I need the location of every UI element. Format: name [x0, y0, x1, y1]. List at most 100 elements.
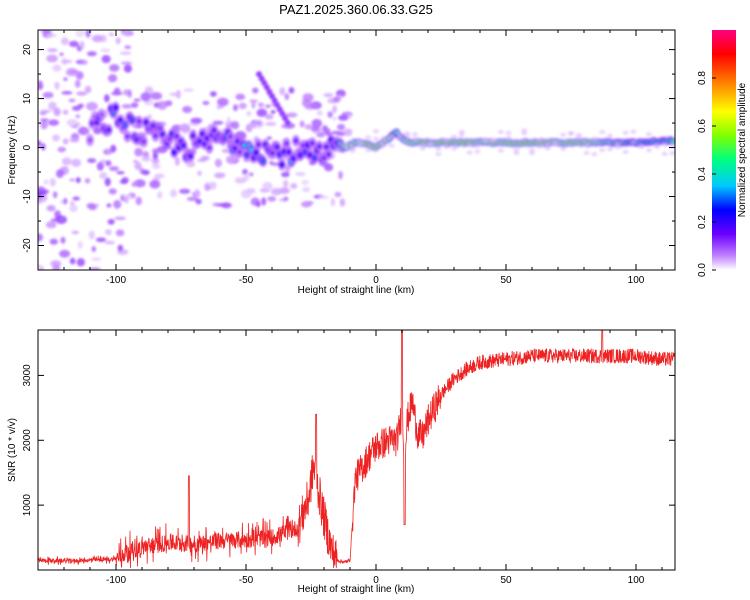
- spectrogram-noise-blob: [186, 196, 198, 202]
- spectrogram-band-blob: [458, 132, 465, 137]
- spectrogram-noise-blob: [255, 124, 261, 129]
- colorbar-tick-label: 0.8: [697, 71, 708, 85]
- spectrogram-noise-blob: [332, 105, 337, 114]
- spectrogram-noise-blob: [212, 120, 224, 125]
- spectrogram-noise-blob: [123, 195, 129, 204]
- spectrogram-noise-blob: [116, 171, 125, 175]
- spectrogram-band-blob: [341, 142, 348, 147]
- spectrogram-noise-blob: [110, 144, 117, 153]
- spectrogram-y-tick-label: 10: [22, 93, 33, 105]
- spectrogram-noise-blob: [40, 118, 50, 122]
- spectrogram-band-blob: [458, 129, 465, 134]
- snr-x-tick-label: 100: [628, 575, 645, 586]
- spectrogram-y-tick-label: 20: [22, 44, 33, 56]
- spectrogram-noise-blob: [249, 172, 254, 177]
- spectrogram-band-blob: [466, 150, 473, 155]
- spectrogram-noise-blob: [60, 236, 66, 244]
- spectrogram-noise-blob: [99, 172, 108, 179]
- spectrogram-noise-blob: [140, 92, 151, 102]
- spectrogram-band-blob: [505, 130, 512, 135]
- spectrogram-x-tick-label: -100: [106, 275, 126, 286]
- spectrogram-noise-blob: [120, 61, 133, 65]
- spectrogram-noise-blob: [39, 109, 51, 114]
- spectrogram-band-blob: [380, 143, 387, 148]
- spectrogram-ridge-core: [88, 138, 92, 143]
- spectrogram-ridge-core: [137, 119, 142, 124]
- spectrogram-noise-blob: [318, 195, 330, 199]
- spectrogram-noise-blob: [62, 109, 69, 115]
- spectrogram-noise-blob: [169, 92, 181, 97]
- spectrogram-band-blob: [388, 143, 395, 148]
- spectrogram-noise-blob: [124, 45, 132, 49]
- spectrogram-noise-blob: [79, 40, 85, 50]
- spectrogram-noise-blob: [85, 101, 98, 111]
- spectrogram-band-blob: [513, 147, 520, 152]
- spectrogram-band-blob: [466, 143, 473, 148]
- spectrogram-band-blob: [435, 152, 442, 157]
- spectrogram-noise-blob: [84, 85, 92, 94]
- spectrogram-noise-blob: [257, 102, 264, 108]
- spectrogram-ridge-core: [286, 149, 291, 154]
- spectrogram-noise-blob: [216, 105, 223, 110]
- spectrogram-ridge-core: [130, 118, 135, 123]
- spectrogram-noise-blob: [91, 34, 103, 43]
- spectrogram-noise-blob: [310, 103, 319, 108]
- spectrogram-noise-blob: [38, 80, 43, 88]
- spectrogram-band-blob: [575, 135, 582, 140]
- spectrogram-noise-blob: [311, 118, 323, 128]
- spectrogram-ridge-core: [244, 153, 249, 158]
- spectrogram-band-blob: [365, 148, 372, 153]
- spectrogram-band-blob: [614, 145, 621, 150]
- spectrogram-noise-blob: [108, 32, 114, 37]
- spectrogram-noise-blob: [71, 158, 82, 167]
- spectrogram-noise-blob: [105, 160, 112, 167]
- spectrogram-noise-blob: [282, 179, 289, 188]
- spectrogram-ridge-core: [261, 159, 266, 164]
- spectrogram-noise-blob: [174, 156, 180, 166]
- spectrogram-noise-blob: [103, 148, 113, 155]
- spectrogram-noise-blob: [123, 64, 132, 73]
- spectrogram-noise-blob: [87, 158, 97, 163]
- spectrogram-band-blob: [653, 144, 660, 149]
- spectrogram-band-blob: [357, 139, 364, 144]
- spectrogram-noise-blob: [133, 159, 138, 164]
- spectrogram-noise-blob: [38, 140, 42, 148]
- spectrogram-band-blob: [560, 132, 567, 137]
- spectrogram-ridge-core: [141, 139, 146, 144]
- spectrogram-noise-blob: [264, 104, 271, 108]
- spectrogram-y-label: Frequency (Hz): [7, 116, 18, 185]
- spectrogram-ridge-core: [275, 144, 280, 149]
- spectrogram-noise-blob: [338, 114, 349, 121]
- spectrogram-band-blob: [591, 136, 598, 141]
- spectrogram-noise-blob: [104, 177, 111, 187]
- spectrogram-noise-blob: [86, 51, 97, 57]
- spectrogram-ridge-core: [312, 156, 317, 161]
- spectrogram-noise-blob: [122, 30, 133, 37]
- spectrogram-noise-blob: [96, 161, 104, 171]
- spectrogram-y-tick-label: 0: [22, 144, 33, 150]
- spectrogram-x-tick-label: 100: [628, 275, 645, 286]
- spectrogram-band-blob: [536, 137, 543, 142]
- colorbar: 0.0 0.2 0.4 0.6 0.8 Normalized spectral ampl…: [697, 30, 748, 277]
- spectrogram-noise-blob: [230, 121, 240, 130]
- spectrogram-noise-blob: [68, 40, 79, 48]
- spectrogram-ridge-core: [284, 141, 289, 146]
- spectrogram-noise-blob: [283, 196, 289, 202]
- spectrogram-noise-blob: [336, 124, 346, 131]
- spectrogram-band-blob: [443, 144, 450, 149]
- snr-series-line: [38, 330, 675, 569]
- spectrogram-noise-blob: [225, 155, 236, 165]
- spectrogram-noise-blob: [117, 244, 124, 252]
- spectrogram-noise-blob: [295, 171, 306, 176]
- snr-x-tick-label: 50: [500, 575, 512, 586]
- spectrogram-noise-blob: [311, 125, 320, 132]
- snr-y-label: SNR (10 * v/v): [7, 418, 18, 482]
- spectrogram-ridge-core: [256, 142, 261, 147]
- spectrogram-noise-blob: [254, 119, 260, 124]
- spectrogram-noise-blob: [57, 146, 67, 153]
- spectrogram-noise-blob: [285, 112, 298, 118]
- spectrogram-noise-blob: [69, 178, 76, 182]
- spectrogram-streak-blob: [276, 106, 283, 113]
- spectrogram-noise-blob: [214, 172, 226, 179]
- spectrogram-noise-blob: [234, 177, 247, 184]
